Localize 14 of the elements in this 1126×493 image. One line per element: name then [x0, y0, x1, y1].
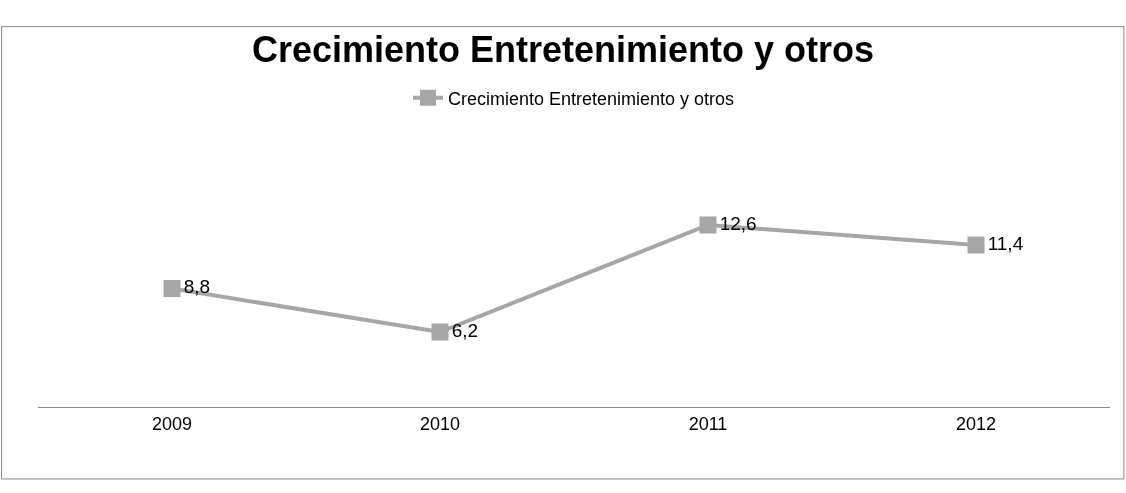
data-label: 6,2: [451, 319, 479, 341]
x-tick-label: 2012: [955, 413, 997, 434]
point: [967, 236, 985, 254]
chart-title: Crecimiento Entretenimiento y otros: [251, 28, 875, 70]
legend-label: Crecimiento Entretenimiento y otros: [448, 88, 735, 109]
data-label: 8,8: [183, 276, 211, 298]
point: [431, 323, 449, 341]
data-label: 12,6: [719, 212, 757, 234]
data-label: 11,4: [987, 232, 1024, 254]
x-tick-label: 2010: [419, 413, 461, 434]
x-tick-label: 2009: [151, 413, 193, 434]
x-tick-label: 2011: [688, 413, 728, 434]
point: [699, 216, 717, 234]
point: [163, 280, 181, 298]
